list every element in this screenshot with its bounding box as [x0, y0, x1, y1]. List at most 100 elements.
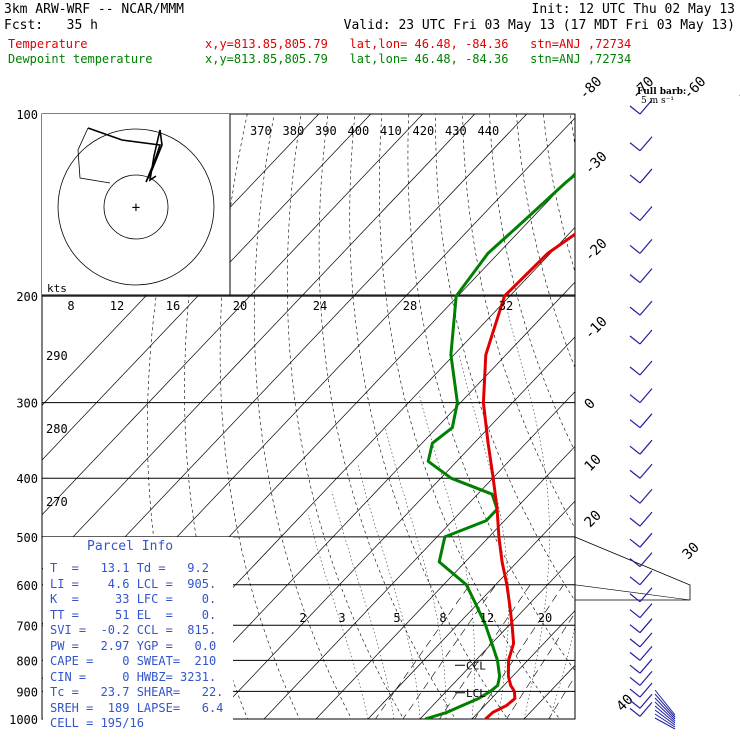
isotherm-line — [680, 114, 740, 719]
hodo-speed-label: 20 — [233, 299, 247, 313]
wind-barb — [629, 168, 653, 184]
wind-barb-shaft — [629, 638, 641, 648]
wind-barb — [629, 388, 653, 404]
pressure-tick-label: 800 — [16, 654, 38, 668]
dry-adiabat-line — [462, 114, 575, 529]
theta-e-label: 410 — [380, 124, 402, 138]
wind-barb — [629, 99, 653, 115]
dry-adiabat-line — [705, 114, 740, 732]
wind-barb — [629, 329, 653, 345]
wind-barb-flag — [639, 329, 653, 345]
wind-barb — [629, 439, 653, 455]
wind-barb-flag — [639, 632, 653, 648]
moist-adiabat-line — [357, 464, 421, 719]
skew-wedge — [574, 536, 691, 601]
mixing-ratio-line — [506, 612, 575, 719]
hodo-speed-label: 12 — [110, 299, 124, 313]
pressure-tick-label: 700 — [16, 619, 38, 633]
dry-adiabat-line — [435, 114, 575, 602]
isotherm-label: -50 — [732, 74, 740, 103]
hodo-speed-label: 16 — [166, 299, 180, 313]
wind-barb-flag — [639, 693, 653, 709]
temperature-profile — [481, 232, 575, 719]
wind-barb-flag — [639, 388, 653, 404]
hodo-speed-label: 32 — [499, 299, 513, 313]
dry-adiabat-line — [318, 114, 456, 719]
wind-barb-flag — [639, 239, 653, 254]
wind-barb — [629, 136, 653, 152]
wind-barb-shaft — [629, 142, 641, 152]
forecast-hour: Fcst: 35 h — [4, 18, 98, 33]
theta-label: 290 — [46, 349, 68, 363]
mixing-ratio-label: 12 — [480, 611, 494, 625]
dry-adiabat-line — [678, 114, 740, 732]
barb-label-line1: Full barb: — [637, 87, 686, 97]
parcel-info-row: SREH = 189 LAPSE= 6.4 — [50, 700, 224, 715]
wind-barb-shaft — [629, 419, 641, 429]
hodo-storm-motion — [77, 127, 111, 184]
isotherm-line — [211, 336, 575, 719]
wind-barb-flag — [639, 300, 653, 316]
wind-barb-shaft — [629, 558, 641, 568]
wind-barb-flag — [639, 618, 653, 634]
wind-barb-shaft — [629, 699, 641, 709]
isotherm-label: -80 — [576, 74, 605, 103]
hodo-speed-label: 28 — [403, 299, 417, 313]
theta-e-label: 420 — [413, 124, 435, 138]
wind-barb-shaft — [629, 593, 641, 603]
dry-adiabat-line — [378, 114, 560, 719]
wind-barb-flag — [639, 511, 653, 527]
isotherm-line — [523, 664, 575, 719]
theta-e-label: 370 — [250, 124, 272, 138]
wind-barb-shaft — [629, 609, 641, 619]
hodo-background — [42, 114, 230, 295]
wind-barb-shaft — [629, 445, 641, 455]
pressure-tick-label: 100 — [16, 108, 38, 122]
wind-barb-flag — [639, 413, 653, 429]
wind-barb — [629, 658, 653, 674]
wind-barb — [629, 413, 653, 429]
wind-barb-flag — [639, 658, 653, 674]
wind-barb-shaft — [629, 244, 641, 254]
parcel-info-row: PW = 2.97 YGP = 0.0 — [50, 638, 217, 653]
dewpoint-profile — [424, 172, 575, 719]
wind-barb-shaft — [629, 676, 641, 686]
isotherm-line — [576, 114, 740, 719]
dry-adiabat-line — [286, 114, 404, 719]
wind-barb-flag — [639, 701, 653, 717]
wind-barb-flag — [639, 671, 653, 686]
wind-barb — [629, 463, 653, 479]
isotherm-label: -10 — [582, 314, 611, 343]
wedge-outline — [574, 536, 691, 601]
dry-adiabat-line — [407, 114, 575, 672]
wind-barb-flag — [639, 268, 653, 284]
wind-barb-flag — [639, 570, 653, 586]
wind-barb — [629, 570, 653, 586]
moist-adiabat-line — [576, 296, 662, 719]
mixing-ratio-label: 2 — [299, 611, 306, 625]
wind-barb-shaft — [629, 688, 641, 698]
dry-adiabat-line — [651, 114, 740, 732]
pressure-tick-label: 500 — [16, 531, 38, 545]
hodo-center-mark: + — [132, 200, 140, 216]
wind-barb-shaft — [629, 651, 641, 661]
wind-barb — [629, 300, 653, 316]
theta-e-label: 380 — [283, 124, 305, 138]
wind-barb-shaft — [654, 689, 676, 716]
isotherm-line — [315, 445, 575, 719]
wind-barb-flag — [639, 603, 653, 619]
dry-adiabat-line — [516, 114, 575, 369]
legend-temperature-location: x,y=813.85,805.79 lat,lon= 46.48, -84.36… — [205, 37, 632, 51]
wind-barb-flag — [639, 136, 653, 152]
wind-barb-flag — [639, 587, 653, 603]
hodograph: + — [42, 114, 575, 296]
mixing-ratio-label: 5 — [393, 611, 400, 625]
wind-barb-shaft — [654, 701, 676, 722]
wind-barb-flag — [639, 463, 653, 479]
dry-adiabat-line — [254, 114, 352, 719]
wind-barb-shaft — [654, 693, 676, 718]
mixing-ratio-label: 8 — [439, 611, 446, 625]
wedge-line — [574, 584, 691, 601]
isotherm-label: -20 — [582, 236, 611, 265]
parcel-info-row: K = 33 LFC = 0. — [50, 592, 217, 606]
